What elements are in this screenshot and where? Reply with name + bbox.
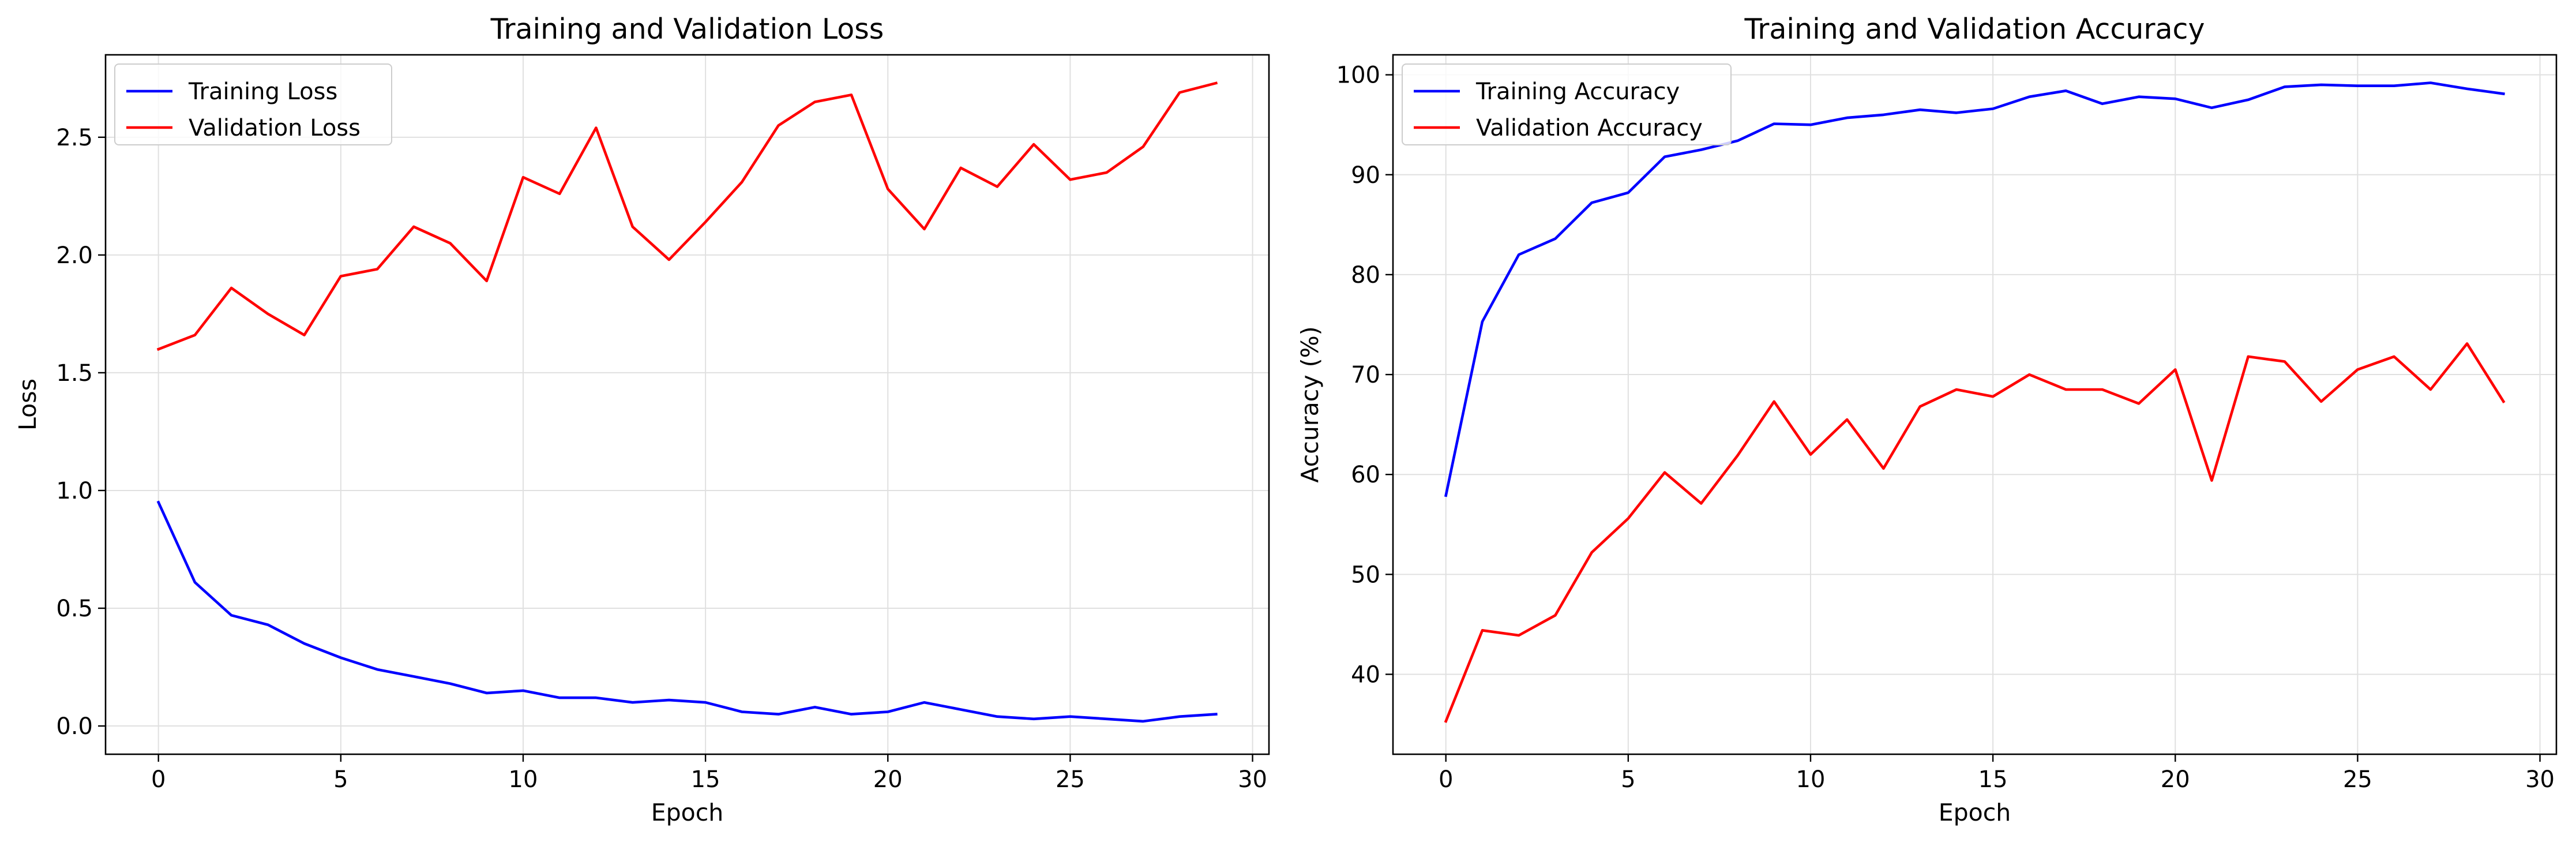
loss-legend-box xyxy=(114,63,392,145)
accuracy-chart-title: Training and Validation Accuracy xyxy=(1744,13,2205,46)
accuracy-legend-label: Training Accuracy xyxy=(1475,78,1680,105)
accuracy-y-tick-label: 60 xyxy=(1351,462,1380,488)
loss-y-tick-label: 0.0 xyxy=(56,713,93,740)
accuracy-chart-panel: 0 5 10 15 20 25 30 40 50 60 70 80 90 100 Training an… xyxy=(1296,13,2558,826)
loss-y-tick-label: 2.0 xyxy=(56,242,93,269)
loss-series-line-validation xyxy=(156,81,1218,351)
loss-series-line-training xyxy=(156,500,1218,723)
loss-legend-label: Validation Loss xyxy=(189,115,361,141)
loss-y-tick-label: 1.5 xyxy=(56,360,93,387)
loss-x-tick-label: 15 xyxy=(691,766,720,793)
accuracy-y-tick-label: 50 xyxy=(1351,561,1380,588)
accuracy-x-tick-label: 20 xyxy=(2161,766,2190,793)
loss-y-tick-label: 0.5 xyxy=(56,596,93,622)
accuracy-y-tick-label: 40 xyxy=(1351,661,1380,688)
accuracy-x-tick-label: 5 xyxy=(1621,766,1635,793)
loss-x-tick-label: 0 xyxy=(151,766,166,793)
loss-grid xyxy=(106,55,1269,754)
accuracy-y-tick-label: 100 xyxy=(1336,62,1380,89)
accuracy-y-tick-label: 80 xyxy=(1351,262,1380,289)
accuracy-legend-label: Validation Accuracy xyxy=(1476,115,1703,141)
loss-x-axis-label: Epoch xyxy=(651,799,724,826)
accuracy-y-tick-label: 70 xyxy=(1351,362,1380,388)
loss-x-tick-label: 25 xyxy=(1056,766,1085,793)
loss-x-tick-label: 20 xyxy=(873,766,903,793)
loss-legend-label: Training Loss xyxy=(188,78,337,105)
accuracy-legend-box xyxy=(1402,63,1732,145)
accuracy-legend: Training Accuracy Validation Accuracy xyxy=(1402,63,1732,145)
loss-x-ticks: 0 5 10 15 20 25 30 xyxy=(151,754,1267,793)
loss-y-tick-label: 2.5 xyxy=(56,125,93,151)
accuracy-y-tick-label: 90 xyxy=(1351,162,1380,189)
loss-x-tick-label: 10 xyxy=(509,766,538,793)
loss-x-tick-label: 5 xyxy=(333,766,348,793)
accuracy-x-tick-label: 10 xyxy=(1796,766,1826,793)
loss-series-group xyxy=(156,81,1218,723)
accuracy-x-tick-label: 15 xyxy=(1978,766,2008,793)
accuracy-x-axis-label: Epoch xyxy=(1939,799,2011,826)
loss-y-ticks: 0.0 0.5 1.0 1.5 2.0 2.5 xyxy=(56,125,106,740)
accuracy-plot-frame xyxy=(1392,54,2558,755)
accuracy-x-tick-label: 0 xyxy=(1439,766,1453,793)
accuracy-y-axis-label: Accuracy (%) xyxy=(1296,326,1324,482)
accuracy-series-group xyxy=(1444,81,2506,723)
loss-y-tick-label: 1.0 xyxy=(56,478,93,504)
accuracy-series-line-validation xyxy=(1444,342,2506,723)
loss-chart-panel: 0 5 10 15 20 25 30 0.0 0.5 1.0 1.5 2.0 2.5 Training… xyxy=(14,13,1270,826)
loss-plot-frame xyxy=(104,54,1270,755)
accuracy-x-tick-label: 30 xyxy=(2525,766,2555,793)
accuracy-series-line-training xyxy=(1444,81,2505,497)
accuracy-y-ticks: 40 50 60 70 80 90 100 xyxy=(1336,62,1393,688)
loss-chart-title: Training and Validation Loss xyxy=(490,13,884,46)
accuracy-x-ticks: 0 5 10 15 20 25 30 xyxy=(1439,754,2555,793)
accuracy-x-tick-label: 25 xyxy=(2343,766,2372,793)
loss-y-axis-label: Loss xyxy=(14,379,42,431)
loss-x-tick-label: 30 xyxy=(1238,766,1267,793)
loss-legend: Training Loss Validation Loss xyxy=(114,63,392,145)
